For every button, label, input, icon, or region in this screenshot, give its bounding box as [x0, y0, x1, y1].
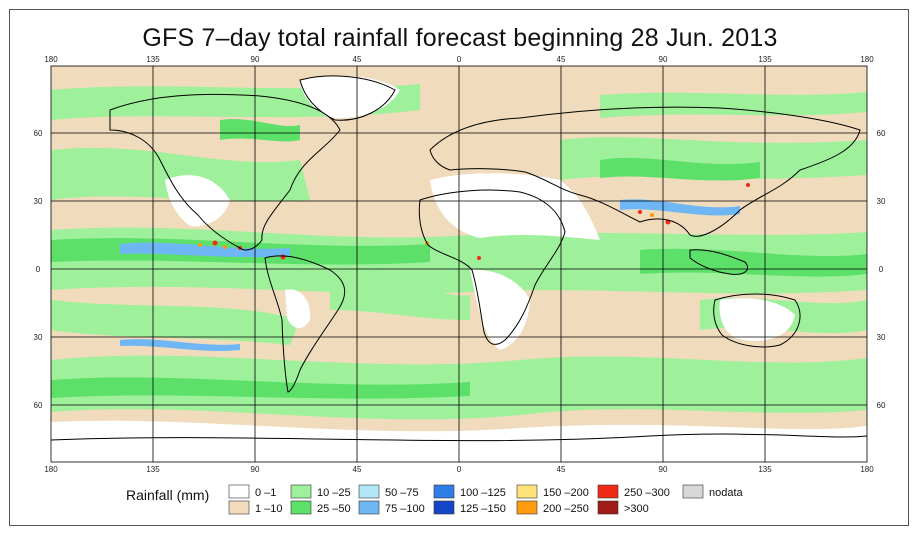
legend-swatch — [516, 484, 538, 499]
lat-tick-label: 60 — [877, 401, 886, 410]
lon-tick-label: 45 — [557, 55, 566, 64]
legend-label: 1 –10 — [255, 503, 283, 515]
legend-swatch — [290, 500, 312, 515]
lon-tick-label: 90 — [251, 55, 260, 64]
figure-frame — [9, 9, 909, 526]
legend-label: 75 –100 — [385, 503, 425, 515]
lon-tick-label: 180 — [860, 55, 874, 64]
legend-swatch — [682, 484, 704, 499]
lon-tick-label: 90 — [659, 465, 668, 474]
legend-swatch — [228, 484, 250, 499]
legend-label: 250 –300 — [624, 487, 670, 499]
legend-label: 125 –150 — [460, 503, 506, 515]
lon-tick-label: 180 — [44, 465, 58, 474]
rain-band-heavy — [120, 199, 740, 351]
lon-labels-top: 180 135 90 45 0 45 90 135 180 — [44, 55, 874, 64]
lon-tick-label: 135 — [146, 465, 160, 474]
legend-label: >300 — [624, 503, 649, 515]
lon-tick-label: 180 — [860, 465, 874, 474]
lat-tick-label: 30 — [34, 333, 43, 342]
lon-tick-label: 45 — [353, 55, 362, 64]
legend-swatch — [358, 500, 380, 515]
lon-tick-label: 90 — [659, 55, 668, 64]
lat-labels-left: 60 30 0 30 60 — [34, 129, 43, 410]
lon-tick-label: 90 — [251, 465, 260, 474]
legend-swatch — [433, 500, 455, 515]
lat-tick-label: 60 — [34, 129, 43, 138]
legend-items: 0 –1 1 –10 10 –25 25 –50 50 –75 75 –100 100 –1… — [228, 484, 744, 515]
lon-tick-label: 135 — [758, 55, 772, 64]
lat-tick-label: 30 — [34, 197, 43, 206]
legend-label: 200 –250 — [543, 503, 589, 515]
graticule — [50, 65, 868, 463]
lon-tick-label: 45 — [353, 465, 362, 474]
legend-swatch — [516, 500, 538, 515]
lon-tick-label: 135 — [146, 55, 160, 64]
legend-swatch — [358, 484, 380, 499]
legend-swatch — [597, 500, 619, 515]
lon-tick-label: 180 — [44, 55, 58, 64]
legend-label: 25 –50 — [317, 503, 351, 515]
lat-tick-label: 30 — [877, 333, 886, 342]
lat-tick-label: 0 — [36, 265, 41, 274]
legend-label: nodata — [709, 487, 744, 499]
coastlines — [51, 75, 867, 442]
map-title: GFS 7–day total rainfall forecast beginn… — [142, 24, 778, 52]
legend-label: 10 –25 — [317, 487, 351, 499]
legend-swatch — [290, 484, 312, 499]
lon-tick-label: 0 — [457, 55, 462, 64]
legend-swatch — [433, 484, 455, 499]
lon-tick-label: 45 — [557, 465, 566, 474]
legend-label: 150 –200 — [543, 487, 589, 499]
lat-tick-label: 60 — [877, 129, 886, 138]
legend-title: Rainfall (mm) — [126, 487, 209, 503]
lat-tick-label: 0 — [879, 265, 884, 274]
legend-label: 50 –75 — [385, 487, 419, 499]
lon-tick-label: 0 — [457, 465, 462, 474]
legend-swatch — [228, 500, 250, 515]
lon-tick-label: 135 — [758, 465, 772, 474]
rain-very-heavy-spots — [198, 213, 654, 249]
legend-label: 100 –125 — [460, 487, 506, 499]
legend-label: 0 –1 — [255, 487, 276, 499]
legend-swatch — [597, 484, 619, 499]
lat-tick-label: 60 — [34, 401, 43, 410]
lat-labels-right: 60 30 0 30 60 — [877, 129, 886, 410]
lat-tick-label: 30 — [877, 197, 886, 206]
lon-labels-bottom: 180 135 90 45 0 45 90 135 180 — [44, 465, 874, 474]
